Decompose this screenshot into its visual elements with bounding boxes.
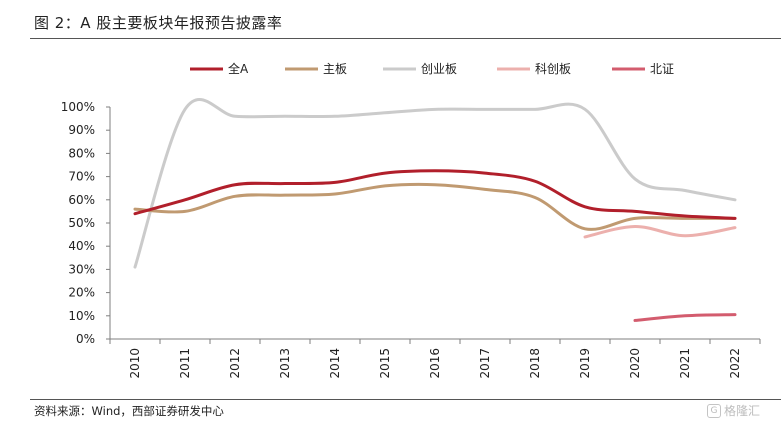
chart-title: 图 2：A 股主要板块年报预告披露率 — [34, 14, 283, 32]
x-tick-label: 2011 — [178, 348, 192, 379]
x-tick-label: 2012 — [228, 348, 242, 379]
series-line — [133, 182, 737, 231]
x-tick-label: 2014 — [328, 348, 342, 379]
legend-label: 全A — [228, 61, 249, 76]
series-layer — [133, 98, 737, 322]
x-axis: 2010 2011 2012 2013 2014 2015 2016 2017 2018 2019… — [109, 338, 761, 379]
x-tick-label: 2018 — [528, 348, 542, 379]
y-axis: 0% 10% 20% 30% 40% 50% 60% 70% 80% 90% 100% — [61, 100, 111, 346]
x-tick-label: 2020 — [628, 348, 642, 379]
legend-label: 北证 — [650, 62, 674, 76]
series-line — [133, 169, 737, 220]
x-tick-label: 2016 — [428, 348, 442, 379]
y-tick-label: 30% — [68, 262, 95, 276]
series-line — [133, 98, 737, 269]
y-tick-label: 0% — [76, 332, 95, 346]
y-tick-label: 60% — [68, 193, 95, 207]
legend-label: 科创板 — [535, 62, 571, 76]
legend: 全A 主板 创业板 科创板 北证 — [190, 61, 674, 76]
y-tick-label: 50% — [68, 216, 95, 230]
x-tick-label: 2017 — [478, 348, 492, 379]
series-line — [583, 224, 737, 239]
x-tick-label: 2015 — [378, 348, 392, 379]
top-rule — [30, 38, 781, 39]
watermark-logo-icon: G — [707, 403, 721, 418]
series-line — [633, 313, 737, 322]
watermark-text: 格隆汇 — [724, 404, 761, 418]
y-tick-label: 90% — [68, 123, 95, 137]
bottom-rule — [30, 399, 781, 400]
y-tick-label: 80% — [68, 146, 95, 160]
x-tick-label: 2013 — [278, 348, 292, 379]
x-tick-label: 2021 — [678, 348, 692, 379]
legend-label: 创业板 — [421, 62, 457, 76]
source-note: 资料来源：Wind，西部证券研发中心 — [34, 404, 224, 418]
x-tick-label: 2010 — [128, 348, 142, 379]
y-tick-label: 20% — [68, 286, 95, 300]
y-tick-label: 10% — [68, 309, 95, 323]
legend-label: 主板 — [323, 62, 347, 76]
y-tick-label: 100% — [61, 100, 95, 114]
y-tick-label: 40% — [68, 239, 95, 253]
x-tick-label: 2022 — [728, 348, 742, 379]
watermark: G 格隆汇 — [707, 402, 760, 419]
y-tick-label: 70% — [68, 170, 95, 184]
x-tick-label: 2019 — [578, 348, 592, 379]
